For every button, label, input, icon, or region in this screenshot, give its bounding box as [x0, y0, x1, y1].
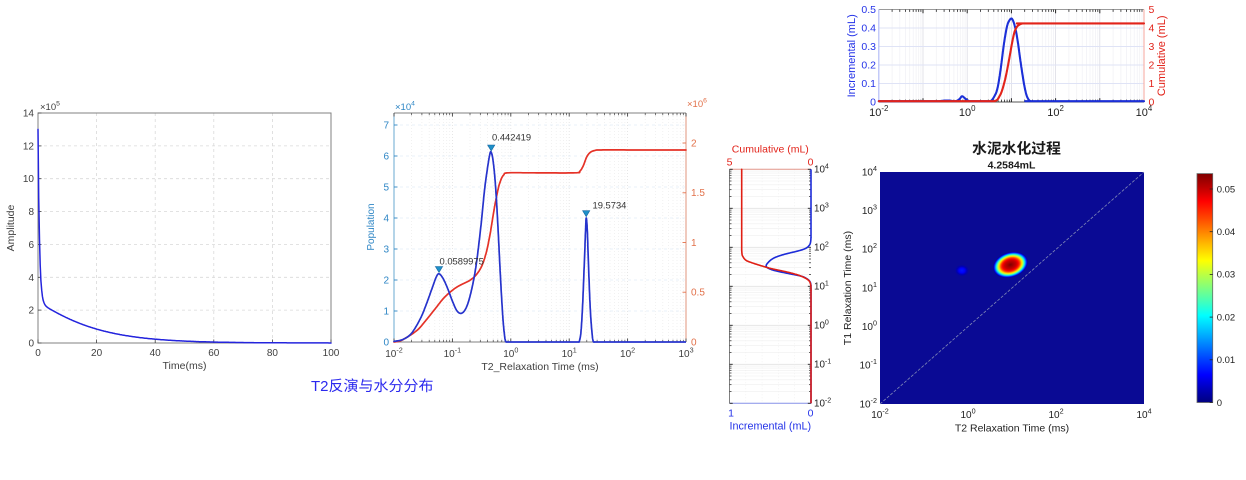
svg-text:104: 104 — [814, 162, 829, 175]
svg-text:0.1: 0.1 — [861, 78, 876, 90]
svg-text:10-1: 10-1 — [814, 357, 831, 370]
svg-text:0: 0 — [808, 157, 814, 169]
svg-text:0: 0 — [691, 337, 697, 348]
svg-text:0.05: 0.05 — [1217, 184, 1236, 195]
svg-text:101: 101 — [562, 346, 577, 361]
svg-text:0.4: 0.4 — [861, 23, 876, 35]
svg-text:14: 14 — [23, 109, 35, 120]
svg-text:12: 12 — [23, 141, 35, 152]
svg-text:0.3: 0.3 — [861, 41, 876, 53]
svg-text:3: 3 — [383, 244, 389, 255]
svg-text:Cumulative (mL): Cumulative (mL) — [732, 144, 809, 156]
svg-text:10-2: 10-2 — [859, 396, 877, 411]
svg-text:102: 102 — [1047, 104, 1064, 119]
svg-text:T2_Relaxation Time (ms): T2_Relaxation Time (ms) — [481, 361, 598, 373]
svg-text:T1 Relaxation Time (ms): T1 Relaxation Time (ms) — [842, 231, 854, 345]
svg-text:×106: ×106 — [687, 98, 707, 110]
svg-text:104: 104 — [1136, 407, 1151, 422]
svg-text:8: 8 — [28, 207, 34, 218]
svg-text:0.5: 0.5 — [691, 288, 705, 299]
svg-text:2: 2 — [28, 306, 34, 317]
svg-text:102: 102 — [1048, 407, 1063, 422]
svg-text:101: 101 — [862, 280, 877, 295]
svg-text:103: 103 — [678, 346, 693, 361]
svg-text:6: 6 — [28, 240, 34, 251]
svg-text:102: 102 — [862, 241, 877, 256]
svg-text:100: 100 — [814, 318, 829, 331]
svg-text:4: 4 — [1149, 23, 1155, 35]
svg-text:T2: T2 — [311, 378, 329, 395]
svg-text:100: 100 — [323, 348, 340, 359]
svg-text:0: 0 — [808, 408, 814, 420]
svg-text:0.02: 0.02 — [1217, 312, 1236, 323]
svg-text:0.5: 0.5 — [861, 4, 876, 16]
svg-text:1.5: 1.5 — [691, 188, 705, 199]
svg-text:0.0589975: 0.0589975 — [440, 256, 484, 267]
svg-text:10-2: 10-2 — [869, 104, 888, 119]
svg-text:104: 104 — [1136, 104, 1153, 119]
svg-text:0.01: 0.01 — [1217, 355, 1236, 366]
svg-text:1: 1 — [728, 408, 734, 420]
svg-text:Incremental (mL): Incremental (mL) — [729, 421, 811, 433]
svg-text:2: 2 — [691, 138, 697, 149]
svg-text:0: 0 — [28, 339, 34, 350]
svg-text:5: 5 — [383, 182, 389, 193]
svg-text:5: 5 — [1149, 4, 1155, 16]
svg-text:0: 0 — [383, 337, 389, 348]
svg-text:5: 5 — [727, 157, 733, 169]
svg-text:Incremental (mL): Incremental (mL) — [846, 14, 858, 97]
svg-text:10-2: 10-2 — [871, 407, 889, 422]
svg-text:80: 80 — [267, 348, 279, 359]
svg-text:103: 103 — [814, 201, 829, 214]
svg-text:100: 100 — [503, 346, 518, 361]
svg-text:10-1: 10-1 — [444, 346, 462, 361]
svg-text:4.2584mL: 4.2584mL — [988, 160, 1036, 172]
svg-text:Amplitude: Amplitude — [5, 205, 17, 252]
svg-text:Time(ms): Time(ms) — [163, 360, 207, 372]
svg-text:100: 100 — [862, 319, 877, 334]
svg-text:1: 1 — [383, 306, 389, 317]
svg-text:10-1: 10-1 — [859, 357, 877, 372]
svg-text:102: 102 — [814, 240, 829, 253]
svg-text:0.442419: 0.442419 — [492, 132, 531, 143]
svg-text:Population: Population — [366, 203, 377, 250]
svg-text:0.2: 0.2 — [861, 60, 876, 72]
svg-text:6: 6 — [383, 151, 389, 162]
svg-text:0.04: 0.04 — [1217, 227, 1236, 238]
svg-text:40: 40 — [150, 348, 162, 359]
svg-text:0: 0 — [870, 97, 876, 109]
svg-text:1: 1 — [691, 238, 697, 249]
svg-text:4: 4 — [383, 213, 389, 224]
svg-text:101: 101 — [814, 279, 829, 292]
svg-text:102: 102 — [620, 346, 635, 361]
svg-text:60: 60 — [208, 348, 220, 359]
svg-text:20: 20 — [91, 348, 103, 359]
svg-text:104: 104 — [862, 164, 877, 179]
svg-text:×104: ×104 — [395, 101, 415, 113]
svg-text:103: 103 — [862, 203, 877, 218]
svg-text:100: 100 — [960, 407, 975, 422]
svg-text:7: 7 — [383, 120, 389, 131]
svg-text:10-2: 10-2 — [814, 396, 831, 409]
svg-text:Cumulative (mL): Cumulative (mL) — [1156, 15, 1168, 96]
svg-text:0: 0 — [1149, 97, 1155, 109]
svg-text:3: 3 — [1149, 41, 1155, 53]
svg-text:100: 100 — [959, 104, 976, 119]
svg-text:1: 1 — [1149, 78, 1155, 90]
svg-text:0: 0 — [1217, 398, 1222, 409]
svg-text:19.5734: 19.5734 — [593, 200, 627, 211]
svg-text:×105: ×105 — [40, 101, 60, 113]
svg-text:10: 10 — [23, 174, 35, 185]
svg-text:0: 0 — [35, 348, 41, 359]
svg-text:T2 Relaxation Time (ms): T2 Relaxation Time (ms) — [955, 423, 1069, 435]
svg-text:2: 2 — [1149, 60, 1155, 72]
svg-text:4: 4 — [28, 273, 34, 284]
svg-text:2: 2 — [383, 275, 389, 286]
svg-text:0.03: 0.03 — [1217, 270, 1236, 281]
